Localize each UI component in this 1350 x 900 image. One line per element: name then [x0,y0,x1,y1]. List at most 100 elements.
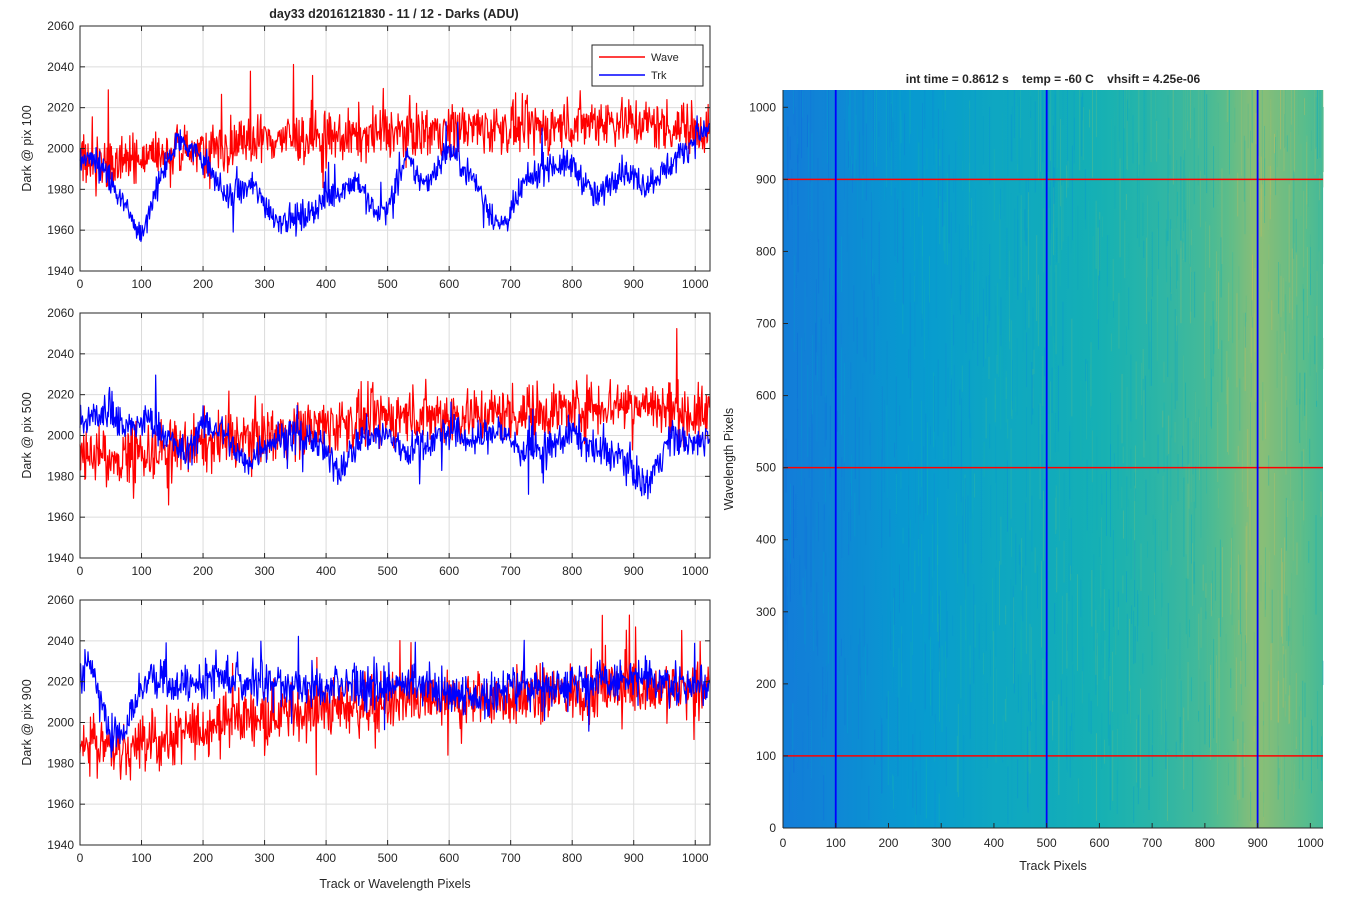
heatmap-streak [987,325,988,343]
heatmap-streak [1274,472,1276,556]
heatmap-streak [1085,184,1087,230]
heatmap-streak [982,288,984,367]
heatmap-streak [907,776,909,807]
heatmap-streak [827,90,828,164]
heatmap-streak [1082,646,1084,685]
heatmap-streak [850,362,852,390]
heatmap-streak [792,90,794,114]
heatmap-streak [924,90,926,129]
heatmap-streak [968,360,970,419]
heatmap-streak [1031,495,1033,552]
x-tick-label: 900 [624,851,644,865]
heatmap-streak [1147,195,1148,278]
heatmap-streak [1123,90,1125,129]
heatmap-streak [1027,771,1029,813]
x-tick-label: 500 [378,564,398,578]
heatmap-streak [1218,271,1220,349]
heatmap-streak [1145,479,1147,515]
heatmap-streak [1289,608,1291,686]
heatmap-streak [915,192,917,241]
heatmap-streak [1000,334,1002,430]
heatmap-streak [865,265,867,349]
heatmap-streak [1187,483,1189,579]
heatmap-streak [1247,103,1249,149]
heatmap-streak [1176,285,1178,335]
heatmap-streak [953,254,955,271]
heatmap-streak [1010,527,1012,558]
heatmap-streak [1019,552,1021,574]
heatmap-streak [929,590,931,616]
heatmap-streak [1090,342,1092,407]
heatmap-streak [1308,540,1310,563]
heatmap-streak [1101,517,1102,564]
heatmap-streak [1091,758,1093,776]
heatmap-streak [969,359,971,438]
heatmap-streak [1255,716,1257,752]
heatmap-streak [1250,130,1251,180]
heatmap-streak [801,91,803,118]
heatmap-streak [872,90,874,179]
heatmap-streak [1127,506,1129,548]
heatmap-streak [1277,680,1279,759]
heatmap-streak [899,90,901,161]
heatmap-streak [1095,200,1097,269]
heatmap-streak [1093,554,1095,651]
heatmap-streak [1109,676,1111,725]
heatmap-streak [1275,137,1277,196]
heatmap-streak [895,90,897,138]
heatmap-streak [825,666,827,729]
heatmap-streak [1056,227,1058,262]
heatmap-streak [1214,547,1216,601]
x-tick-label: 500 [378,277,398,291]
heatmap-streak [869,97,871,120]
heatmap-streak [1200,454,1202,538]
heatmap-streak [909,464,911,510]
heatmap-streak [1286,135,1288,152]
heatmap-streak [861,237,863,257]
heatmap-streak [1011,752,1013,821]
heatmap-streak [872,259,874,277]
heatmap-streak [1129,618,1131,692]
x-tick-label: 700 [1142,836,1162,850]
heatmap-streak [1164,701,1165,743]
heatmap-streak [1300,503,1302,540]
heatmap-streak [1130,448,1132,489]
heatmap-streak [1230,315,1232,339]
heatmap-streak [1054,94,1056,140]
heatmap-streak [941,645,943,732]
heatmap-streak [931,669,933,716]
heatmap-streak [801,337,803,439]
heatmap-streak [1185,382,1186,419]
heatmap-streak [878,221,880,285]
heatmap-streak [1175,741,1177,759]
heatmap-streak [1291,573,1293,655]
heatmap-streak [890,101,892,196]
heatmap-streak [843,656,845,703]
heatmap-streak [1074,674,1075,718]
heatmap-streak [1112,259,1114,301]
x-tick-label: 200 [878,836,898,850]
heatmap-streak [926,422,928,516]
heatmap-streak [1024,209,1026,242]
heatmap-streak [1320,319,1322,366]
heatmap-streak [1258,508,1260,602]
heatmap-streak [1322,337,1324,370]
heatmap-streak [1097,275,1099,350]
heatmap-streak [856,317,858,354]
heatmap-streak [1010,428,1012,519]
heatmap-streak [980,467,982,564]
heatmap-streak [1182,90,1184,160]
y-tick-label: 2060 [47,19,74,33]
heatmap-streak [808,427,810,478]
heatmap-streak [826,659,828,696]
heatmap-streak [1160,679,1162,735]
heatmap-streak [1026,332,1028,388]
heatmap-streak [884,176,886,201]
heatmap-streak [1208,705,1210,748]
heatmap-streak [909,714,910,767]
heatmap-streak [938,595,940,672]
heatmap-streak [1134,472,1136,501]
heatmap-streak [1293,781,1294,817]
heatmap-streak [1137,590,1138,642]
heatmap-streak [1309,344,1311,377]
